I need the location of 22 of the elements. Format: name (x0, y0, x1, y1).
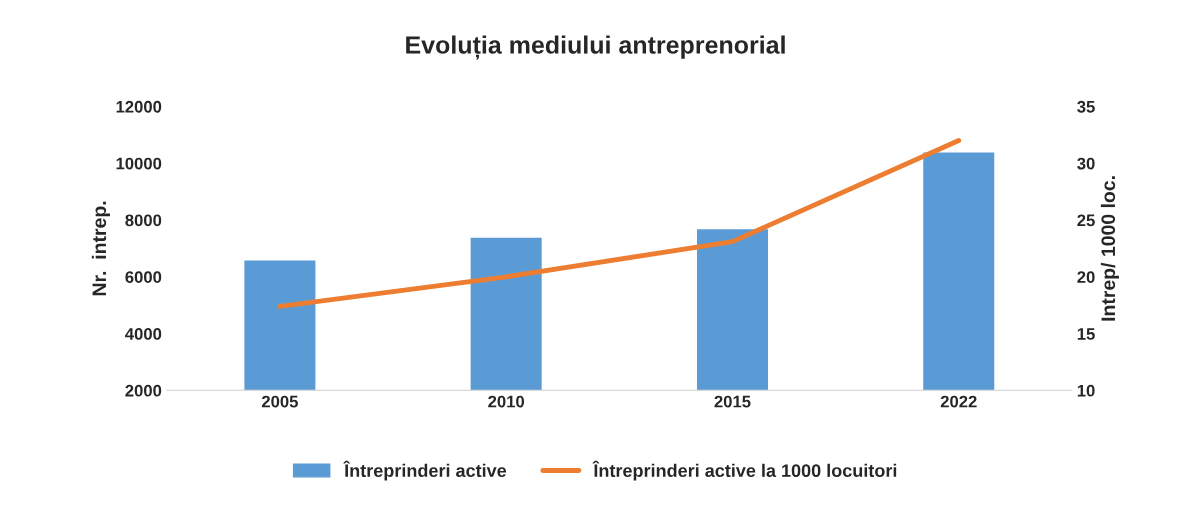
legend-label: Întreprinderi active (343, 460, 507, 481)
y-axis-title: Nr. intrep. (91, 201, 110, 296)
y2-tick-label: 35 (1077, 100, 1095, 113)
x-tick-label: 2022 (940, 395, 977, 408)
y-tick-label: 4000 (125, 328, 162, 340)
y-tick-label: 10000 (116, 157, 162, 170)
line-series (277, 138, 962, 309)
y2-tick-label: 10 (1077, 384, 1095, 397)
y2-tick-label: 15 (1077, 328, 1095, 340)
y-tick-label: 8000 (125, 214, 162, 227)
chart-title: Evoluția mediului antreprenorial (406, 35, 785, 60)
y2-tick-label: 25 (1077, 214, 1095, 227)
y2-tick-label: 30 (1077, 157, 1095, 170)
y2-tick-label: 20 (1077, 271, 1095, 284)
x-tick-label: 2010 (488, 395, 525, 408)
y-tick-label: 12000 (116, 100, 162, 113)
x-tick-label: 2005 (261, 395, 298, 408)
legend-label: Întreprinderi active la 1000 locuitori (592, 460, 897, 481)
x-tick-label: 2015 (714, 395, 751, 408)
y2-axis-title: Intrep/ 1000 loc. (1100, 176, 1119, 321)
y-tick-label: 2000 (125, 384, 162, 397)
y-tick-label: 6000 (125, 271, 162, 284)
